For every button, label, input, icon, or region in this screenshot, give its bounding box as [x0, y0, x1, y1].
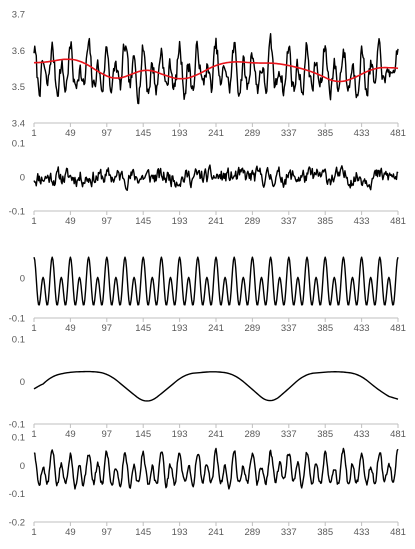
- x-tick-label: 241: [208, 527, 224, 538]
- x-tick-label: 97: [102, 128, 113, 139]
- x-tick-label: 49: [65, 527, 76, 538]
- y-tick-label: -0.1: [9, 420, 25, 431]
- x-tick-label: 481: [390, 527, 406, 538]
- y-tick-label: 0.1: [12, 139, 25, 150]
- y-tick-label: 0.1: [12, 433, 25, 444]
- x-tick-label: 49: [65, 429, 76, 440]
- trend-series-line: [33, 58, 399, 83]
- y-tick-label: -0.2: [9, 518, 25, 529]
- x-tick-label: 145: [135, 216, 151, 227]
- x-tick-label: 193: [172, 216, 188, 227]
- x-tick-label: 241: [208, 323, 224, 334]
- x-tick-label: 337: [281, 527, 297, 538]
- y-tick-label: -0.1: [9, 207, 25, 218]
- x-tick-label: 385: [317, 429, 333, 440]
- data-series-line: [33, 256, 399, 306]
- y-tick-label: 0: [20, 461, 25, 472]
- x-tick-label: 385: [317, 128, 333, 139]
- x-tick-label: 385: [317, 323, 333, 334]
- x-tick-label: 481: [390, 429, 406, 440]
- x-tick-label: 289: [244, 527, 260, 538]
- x-tick-label: 145: [135, 323, 151, 334]
- x-tick-label: 289: [244, 128, 260, 139]
- x-tick-label: 1: [31, 527, 36, 538]
- y-tick-label: 0: [20, 274, 25, 285]
- x-tick-label: 193: [172, 323, 188, 334]
- x-tick-label: 97: [102, 527, 113, 538]
- x-tick-label: 481: [390, 323, 406, 334]
- x-tick-label: 433: [354, 429, 370, 440]
- x-tick-label: 433: [354, 216, 370, 227]
- x-tick-label: 481: [390, 216, 406, 227]
- x-tick-label: 193: [172, 128, 188, 139]
- chart-panel-3: 1 49 97 145 193 241 289 337 385 433 481 -0.1 0: [9, 256, 406, 334]
- data-series-line: [33, 447, 399, 490]
- x-tick-label: 97: [102, 216, 113, 227]
- y-tick-label: 3.4: [12, 119, 25, 130]
- y-tick-label: 0: [20, 377, 25, 388]
- x-tick-label: 145: [135, 128, 151, 139]
- x-tick-label: 145: [135, 527, 151, 538]
- x-tick-label: 49: [65, 128, 76, 139]
- x-tick-label: 433: [354, 128, 370, 139]
- x-tick-label: 97: [102, 323, 113, 334]
- x-tick-label: 337: [281, 128, 297, 139]
- x-tick-label: 145: [135, 429, 151, 440]
- x-tick-label: 337: [281, 216, 297, 227]
- x-tick-label: 241: [208, 128, 224, 139]
- data-series-line: [33, 164, 399, 191]
- y-tick-label: 0: [20, 173, 25, 184]
- x-tick-label: 289: [244, 323, 260, 334]
- x-tick-label: 1: [31, 323, 36, 334]
- x-tick-label: 241: [208, 216, 224, 227]
- x-tick-label: 289: [244, 216, 260, 227]
- x-tick-label: 433: [354, 323, 370, 334]
- y-tick-label: 3.6: [12, 46, 25, 57]
- x-tick-label: 1: [31, 128, 36, 139]
- x-tick-label: 49: [65, 216, 76, 227]
- x-tick-label: 193: [172, 527, 188, 538]
- x-tick-label: 241: [208, 429, 224, 440]
- x-tick-label: 433: [354, 527, 370, 538]
- chart-panel-2: 1 49 97 145 193 241 289 337 385 433 481 -0.1 0 0.1: [9, 139, 406, 228]
- y-tick-label: 0.1: [12, 335, 25, 346]
- x-tick-label: 337: [281, 429, 297, 440]
- x-tick-label: 1: [31, 216, 36, 227]
- y-tick-label: -0.1: [9, 489, 25, 500]
- x-tick-label: 49: [65, 323, 76, 334]
- x-tick-label: 337: [281, 323, 297, 334]
- x-tick-label: 385: [317, 527, 333, 538]
- chart-panel-5: 1 49 97 145 193 241 289 337 385 433 481 -0.2 -0.1 0 0.…: [9, 433, 406, 539]
- x-tick-label: 289: [244, 429, 260, 440]
- x-tick-label: 1: [31, 429, 36, 440]
- x-tick-label: 193: [172, 429, 188, 440]
- y-tick-label: -0.1: [9, 314, 25, 325]
- chart-panel-4: 1 49 97 145 193 241 289 337 385 433 481 -0.1 0 0.1: [9, 335, 406, 441]
- data-series-line: [33, 370, 399, 402]
- y-tick-label: 3.5: [12, 82, 25, 93]
- y-tick-label: 3.7: [12, 10, 25, 21]
- x-tick-label: 385: [317, 216, 333, 227]
- chart-panel-1: 1 49 97 145 193 241 289 337 385 433 481 3.4 3.5 3.6 3.…: [12, 10, 406, 140]
- x-tick-label: 97: [102, 429, 113, 440]
- x-tick-label: 481: [390, 128, 406, 139]
- data-series-line: [33, 32, 399, 105]
